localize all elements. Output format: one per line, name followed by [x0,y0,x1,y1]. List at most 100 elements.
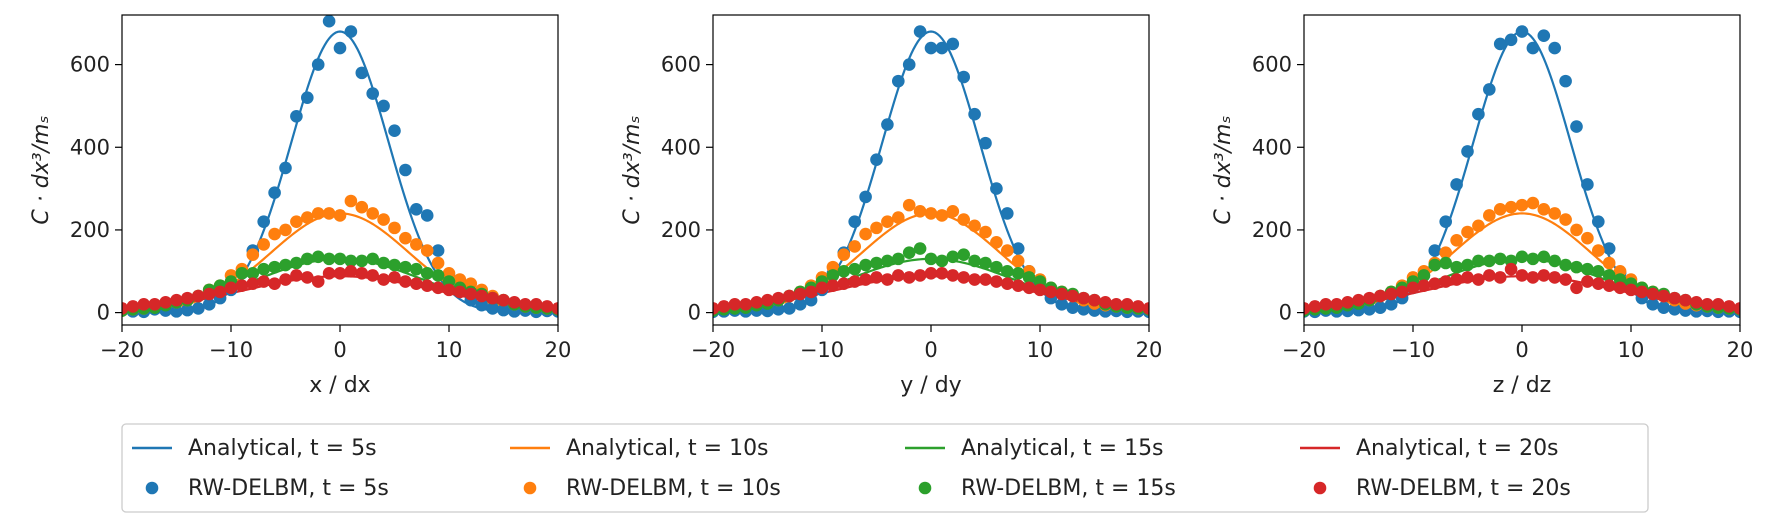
rw-delbm-point [268,227,281,241]
rw-delbm-point [257,262,271,276]
rw-delbm-point [235,279,249,293]
rw-delbm-point [344,25,358,38]
y-tick-label: 0 [688,301,701,325]
rw-delbm-point [1537,29,1551,42]
rw-delbm-point [913,25,927,38]
rw-delbm-point [848,215,861,228]
rw-delbm-point [848,275,861,288]
rw-delbm-point [1548,254,1561,268]
legend-item-rw-delbm-t-20s: RW-DELBM, t = 20s [1313,476,1571,501]
rw-delbm-point [410,238,423,251]
rw-delbm-point [311,207,325,220]
rw-delbm-point [355,200,369,214]
legend-marker-swatch [523,481,537,495]
rw-delbm-point [946,37,960,51]
rw-delbm-point [990,236,1003,249]
rw-delbm-point [739,298,752,311]
rw-delbm-point [333,267,347,280]
rw-delbm-point [793,298,807,311]
rw-delbm-point [848,262,861,276]
rw-delbm-point [181,303,194,317]
rw-delbm-point [399,163,412,177]
rw-delbm-point [508,295,521,309]
legend-item-analytical-t-20s: Analytical, t = 20s [1300,436,1559,461]
rw-delbm-point [420,209,434,222]
rw-delbm-point [1504,200,1518,214]
rw-delbm-point [1592,244,1605,257]
y-tick-label: 400 [1252,135,1292,159]
rw-delbm-point [1363,291,1376,305]
rw-delbm-point [1001,277,1014,290]
rw-delbm-point [870,153,883,166]
rw-delbm-point [826,279,840,293]
rw-delbm-point [946,250,960,264]
legend-item-analytical-t-5s: Analytical, t = 5s [132,436,377,461]
rw-delbm-point [837,248,851,262]
rw-delbm-point [1570,120,1583,133]
rw-delbm-point [420,267,434,280]
rw-delbm-point [1395,285,1409,299]
rw-delbm-point [257,215,271,228]
legend-item-rw-delbm-t-5s: RW-DELBM, t = 5s [145,476,389,501]
rw-delbm-point [1011,242,1025,255]
y-tick-label: 0 [97,301,110,325]
rw-delbm-point [333,252,347,266]
rw-delbm-point [990,275,1003,288]
rw-delbm-point [1570,223,1583,237]
rw-delbm-point [1461,271,1474,284]
rw-delbm-point [924,41,938,55]
legend-box [121,423,1649,513]
rw-delbm-point [1537,250,1551,264]
rw-delbm-point [1668,291,1681,305]
rw-delbm-point [366,87,380,100]
rw-delbm-point [388,271,401,284]
rw-delbm-point [1011,254,1025,268]
rw-delbm-point [366,252,380,266]
rw-delbm-point [1526,271,1540,284]
rw-delbm-point [1439,246,1452,259]
y-tick-label: 0 [1279,301,1292,325]
rw-delbm-point [279,258,292,272]
rw-delbm-point [1120,298,1134,311]
y-tick-label: 200 [1252,218,1292,242]
legend-label: RW-DELBM, t = 20s [1356,476,1571,501]
rw-delbm-point [979,256,992,270]
rw-delbm-point [1570,281,1583,295]
rw-delbm-point [355,66,369,80]
rw-delbm-point [1066,301,1079,314]
x-tick-label: 10 [1618,338,1645,362]
rw-delbm-point [1493,37,1507,51]
rw-delbm-point [202,298,216,311]
rw-delbm-point [924,207,938,220]
rw-delbm-point [728,298,742,311]
rw-delbm-point [924,267,938,280]
x-tick-label: 10 [1027,338,1054,362]
rw-delbm-point [1055,298,1069,311]
legend-label: Analytical, t = 15s [961,436,1164,461]
rw-delbm-point [1341,295,1354,309]
rw-delbm-point [1559,74,1572,88]
rw-delbm-point [279,273,292,286]
x-tick-label: −20 [691,338,735,362]
rw-delbm-point [486,291,499,305]
legend-label: RW-DELBM, t = 5s [188,476,389,501]
rw-delbm-point [870,256,883,270]
rw-delbm-point [1384,287,1398,301]
x-axis-label: z / dz [1493,373,1551,398]
rw-delbm-point [1613,281,1627,295]
rw-delbm-point [1559,273,1572,286]
rw-delbm-point [1592,215,1605,228]
rw-delbm-point [1055,287,1069,301]
rw-delbm-point [990,182,1003,195]
rw-delbm-point [1033,283,1047,297]
rw-delbm-point [1515,250,1529,264]
rw-delbm-point [377,256,390,270]
panel-3: 0 200 400 600 −20 −10 0 10 20 z / dz C · dx³/mₛ [1211,14,1753,398]
rw-delbm-point [892,211,905,224]
rw-delbm-point [1472,273,1485,286]
rw-delbm-point [322,15,336,28]
panel-2: 0 200 400 600 −20 −10 0 10 20 y / dy C · dx³/mₛ [620,14,1162,398]
rw-delbm-point [1483,83,1496,96]
rw-delbm-point [1581,275,1594,288]
rw-delbm-point [1581,262,1594,276]
